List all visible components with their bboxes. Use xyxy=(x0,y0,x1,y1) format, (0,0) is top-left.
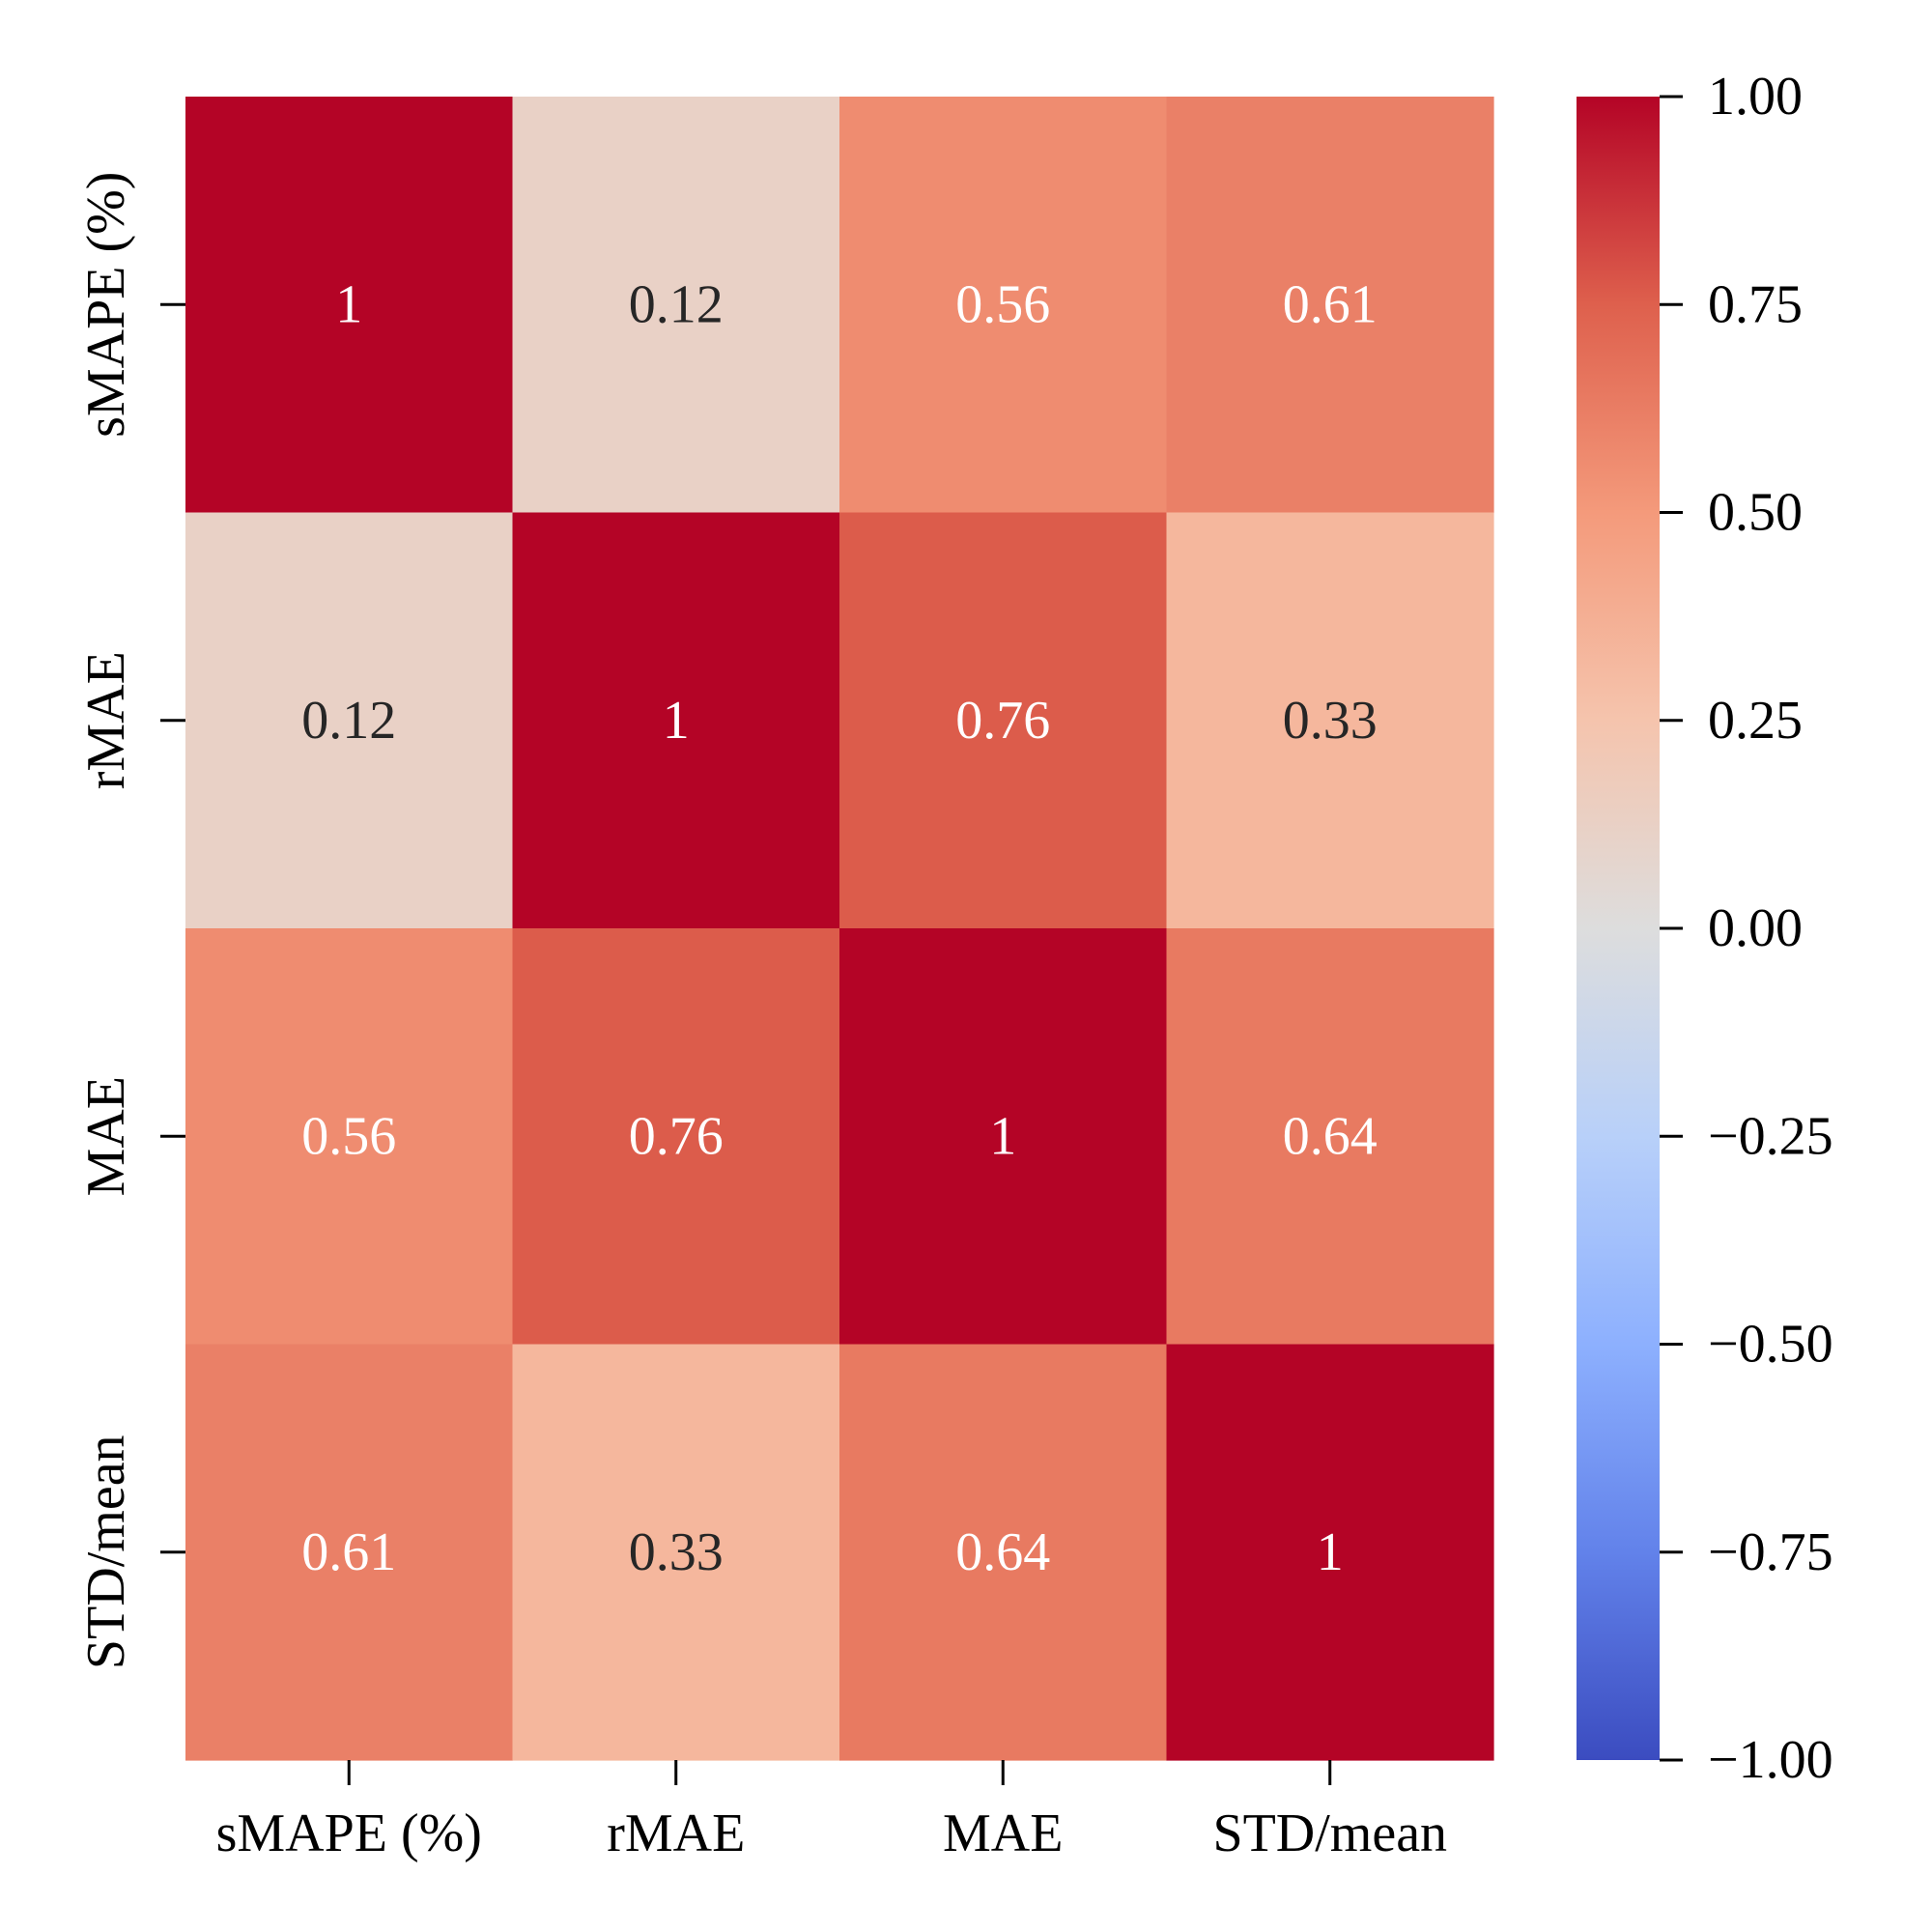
colorbar-tick-label: 0.25 xyxy=(1708,691,1803,751)
colorbar-tick-label: −0.50 xyxy=(1708,1315,1833,1375)
heatmap-cell xyxy=(512,1344,840,1761)
cell-annotation: 0.64 xyxy=(955,1522,1050,1582)
cell-annotations: 1 0.12 0.56 0.61 0.12 1 0.76 0.33 0.56 0.76 1 0.64 0… xyxy=(301,274,1378,1582)
cell-annotation: 1 xyxy=(989,1106,1016,1166)
heatmap-cell xyxy=(512,512,840,929)
y-axis: sMAPE (%) rMAE MAE STD/mean xyxy=(76,172,185,1669)
cell-annotation: 0.12 xyxy=(629,274,724,334)
x-tick-label: STD/mean xyxy=(1212,1804,1447,1863)
heatmap-cell xyxy=(839,1344,1168,1761)
cell-annotation: 0.61 xyxy=(1283,274,1378,334)
y-tick-label: STD/mean xyxy=(76,1435,136,1669)
heatmap-cell xyxy=(839,928,1168,1346)
cell-annotation: 0.12 xyxy=(301,691,396,751)
heatmap-cell xyxy=(1166,928,1494,1346)
x-tick-label: sMAPE (%) xyxy=(216,1804,482,1863)
colorbar-tick-label: 0.75 xyxy=(1708,274,1803,334)
y-tick-label: MAE xyxy=(76,1076,136,1196)
colorbar-tick-label: 0.00 xyxy=(1708,898,1803,958)
cell-annotation: 0.33 xyxy=(629,1522,724,1582)
heatmap-cell xyxy=(1166,97,1494,514)
heatmap-cell xyxy=(1166,1344,1494,1761)
heatmap-cell xyxy=(512,97,840,514)
heatmap-cell xyxy=(839,512,1168,929)
cell-annotation: 0.33 xyxy=(1283,691,1378,751)
heatmap-cells xyxy=(185,97,1494,1761)
colorbar-tick-label: 0.50 xyxy=(1708,483,1803,543)
colorbar-tick-label: 1.00 xyxy=(1708,67,1803,127)
colorbar-tick-label: −0.75 xyxy=(1708,1522,1833,1582)
x-axis: sMAPE (%) rMAE MAE STD/mean xyxy=(216,1760,1447,1863)
y-tick-label: sMAPE (%) xyxy=(76,172,136,438)
heatmap-cell xyxy=(512,928,840,1346)
heatmap-cell xyxy=(839,97,1168,514)
cell-annotation: 1 xyxy=(1317,1522,1344,1582)
colorbar-gradient xyxy=(1577,97,1660,1760)
heatmap-cell xyxy=(185,1344,514,1761)
heatmap-cell xyxy=(185,928,514,1346)
cell-annotation: 0.76 xyxy=(629,1106,724,1166)
colorbar: 1.00 0.75 0.50 0.25 0.00 −0.25 −0.50 −0.75 −1.00 xyxy=(1577,67,1833,1790)
y-tick-label: rMAE xyxy=(76,651,136,789)
cell-annotation: 1 xyxy=(663,691,690,751)
heatmap-cell xyxy=(1166,512,1494,929)
cell-annotation: 0.64 xyxy=(1283,1106,1378,1166)
cell-annotation: 0.76 xyxy=(955,691,1050,751)
colorbar-tick-label: −1.00 xyxy=(1708,1730,1833,1790)
heatmap-cell xyxy=(185,512,514,929)
colorbar-tick-label: −0.25 xyxy=(1708,1106,1833,1166)
cell-annotation: 0.56 xyxy=(955,274,1050,334)
x-tick-label: MAE xyxy=(943,1804,1063,1863)
cell-annotation: 0.56 xyxy=(301,1106,396,1166)
cell-annotation: 0.61 xyxy=(301,1522,396,1582)
x-tick-label: rMAE xyxy=(607,1804,745,1863)
heatmap-cell xyxy=(185,97,514,514)
cell-annotation: 1 xyxy=(335,274,362,334)
